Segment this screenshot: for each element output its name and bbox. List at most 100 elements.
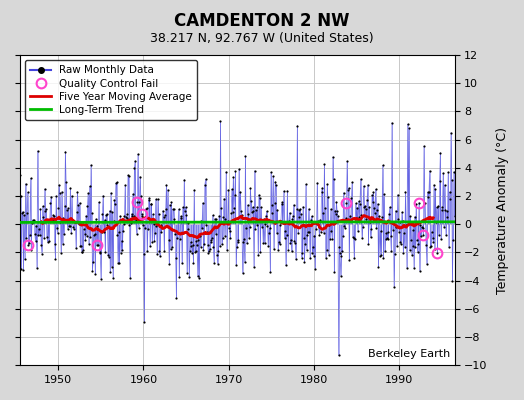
Point: [404, 221, 412, 227]
Point: [243, 240, 251, 247]
Text: CAMDENTON 2 NW: CAMDENTON 2 NW: [174, 12, 350, 30]
Point: [219, 235, 227, 241]
Point: [256, 249, 265, 255]
Point: [139, 251, 148, 257]
Point: [127, 220, 135, 226]
Point: [289, 213, 297, 219]
Point: [387, 247, 396, 254]
Point: [66, 185, 74, 191]
Point: [306, 255, 314, 262]
Point: [74, 202, 82, 208]
Point: [440, 224, 448, 230]
Point: [332, 211, 340, 217]
Point: [32, 223, 40, 230]
Point: [151, 196, 160, 203]
Point: [45, 238, 53, 244]
Point: [264, 242, 272, 249]
Point: [389, 220, 398, 226]
Point: [152, 222, 161, 229]
Point: [433, 250, 442, 256]
Point: [34, 148, 42, 154]
Point: [300, 235, 308, 241]
Point: [153, 251, 161, 257]
Point: [376, 228, 385, 234]
Point: [380, 191, 388, 198]
Point: [376, 253, 384, 260]
Point: [319, 210, 327, 216]
Point: [377, 252, 386, 258]
Point: [149, 211, 157, 218]
Point: [314, 218, 322, 224]
Point: [168, 243, 176, 250]
Point: [211, 231, 220, 237]
Point: [322, 246, 331, 253]
Point: [27, 246, 36, 253]
Point: [408, 242, 417, 249]
Point: [257, 204, 265, 211]
Point: [73, 209, 81, 216]
Point: [123, 214, 131, 221]
Point: [131, 158, 139, 164]
Point: [157, 228, 166, 235]
Point: [390, 251, 399, 258]
Point: [279, 220, 287, 226]
Point: [297, 211, 305, 218]
Point: [224, 187, 233, 193]
Point: [232, 262, 241, 268]
Point: [350, 235, 358, 242]
Point: [87, 162, 95, 168]
Point: [107, 264, 116, 270]
Point: [413, 249, 422, 255]
Point: [411, 244, 420, 250]
Point: [252, 207, 260, 213]
Point: [147, 200, 156, 207]
Point: [432, 218, 440, 225]
Point: [413, 237, 421, 244]
Point: [287, 236, 295, 243]
Point: [99, 192, 107, 199]
Point: [211, 216, 219, 222]
Point: [169, 206, 177, 212]
Point: [175, 273, 183, 280]
Point: [209, 244, 217, 250]
Point: [427, 242, 435, 249]
Point: [350, 255, 358, 262]
Point: [213, 252, 221, 258]
Point: [51, 256, 60, 262]
Point: [250, 168, 259, 174]
Point: [282, 232, 291, 238]
Point: [291, 240, 299, 247]
Point: [150, 238, 159, 244]
Point: [135, 198, 144, 205]
Point: [77, 242, 85, 249]
Point: [114, 260, 122, 266]
Point: [183, 219, 192, 226]
Point: [171, 231, 179, 238]
Point: [396, 218, 404, 225]
Point: [255, 195, 264, 202]
Point: [31, 238, 40, 244]
Point: [41, 208, 50, 214]
Point: [140, 318, 149, 325]
Point: [107, 190, 115, 196]
Point: [214, 248, 223, 254]
Point: [277, 218, 285, 224]
Point: [307, 217, 315, 224]
Point: [352, 215, 361, 221]
Point: [172, 294, 181, 301]
Point: [310, 253, 318, 259]
Point: [268, 202, 277, 208]
Point: [360, 204, 368, 211]
Point: [127, 211, 136, 217]
Point: [205, 246, 214, 253]
Point: [339, 233, 347, 240]
Point: [62, 178, 70, 185]
Point: [32, 265, 41, 271]
Point: [428, 229, 436, 235]
Point: [187, 239, 195, 245]
Point: [353, 204, 361, 211]
Point: [53, 230, 62, 236]
Point: [205, 247, 213, 254]
Point: [341, 224, 349, 231]
Point: [110, 197, 118, 203]
